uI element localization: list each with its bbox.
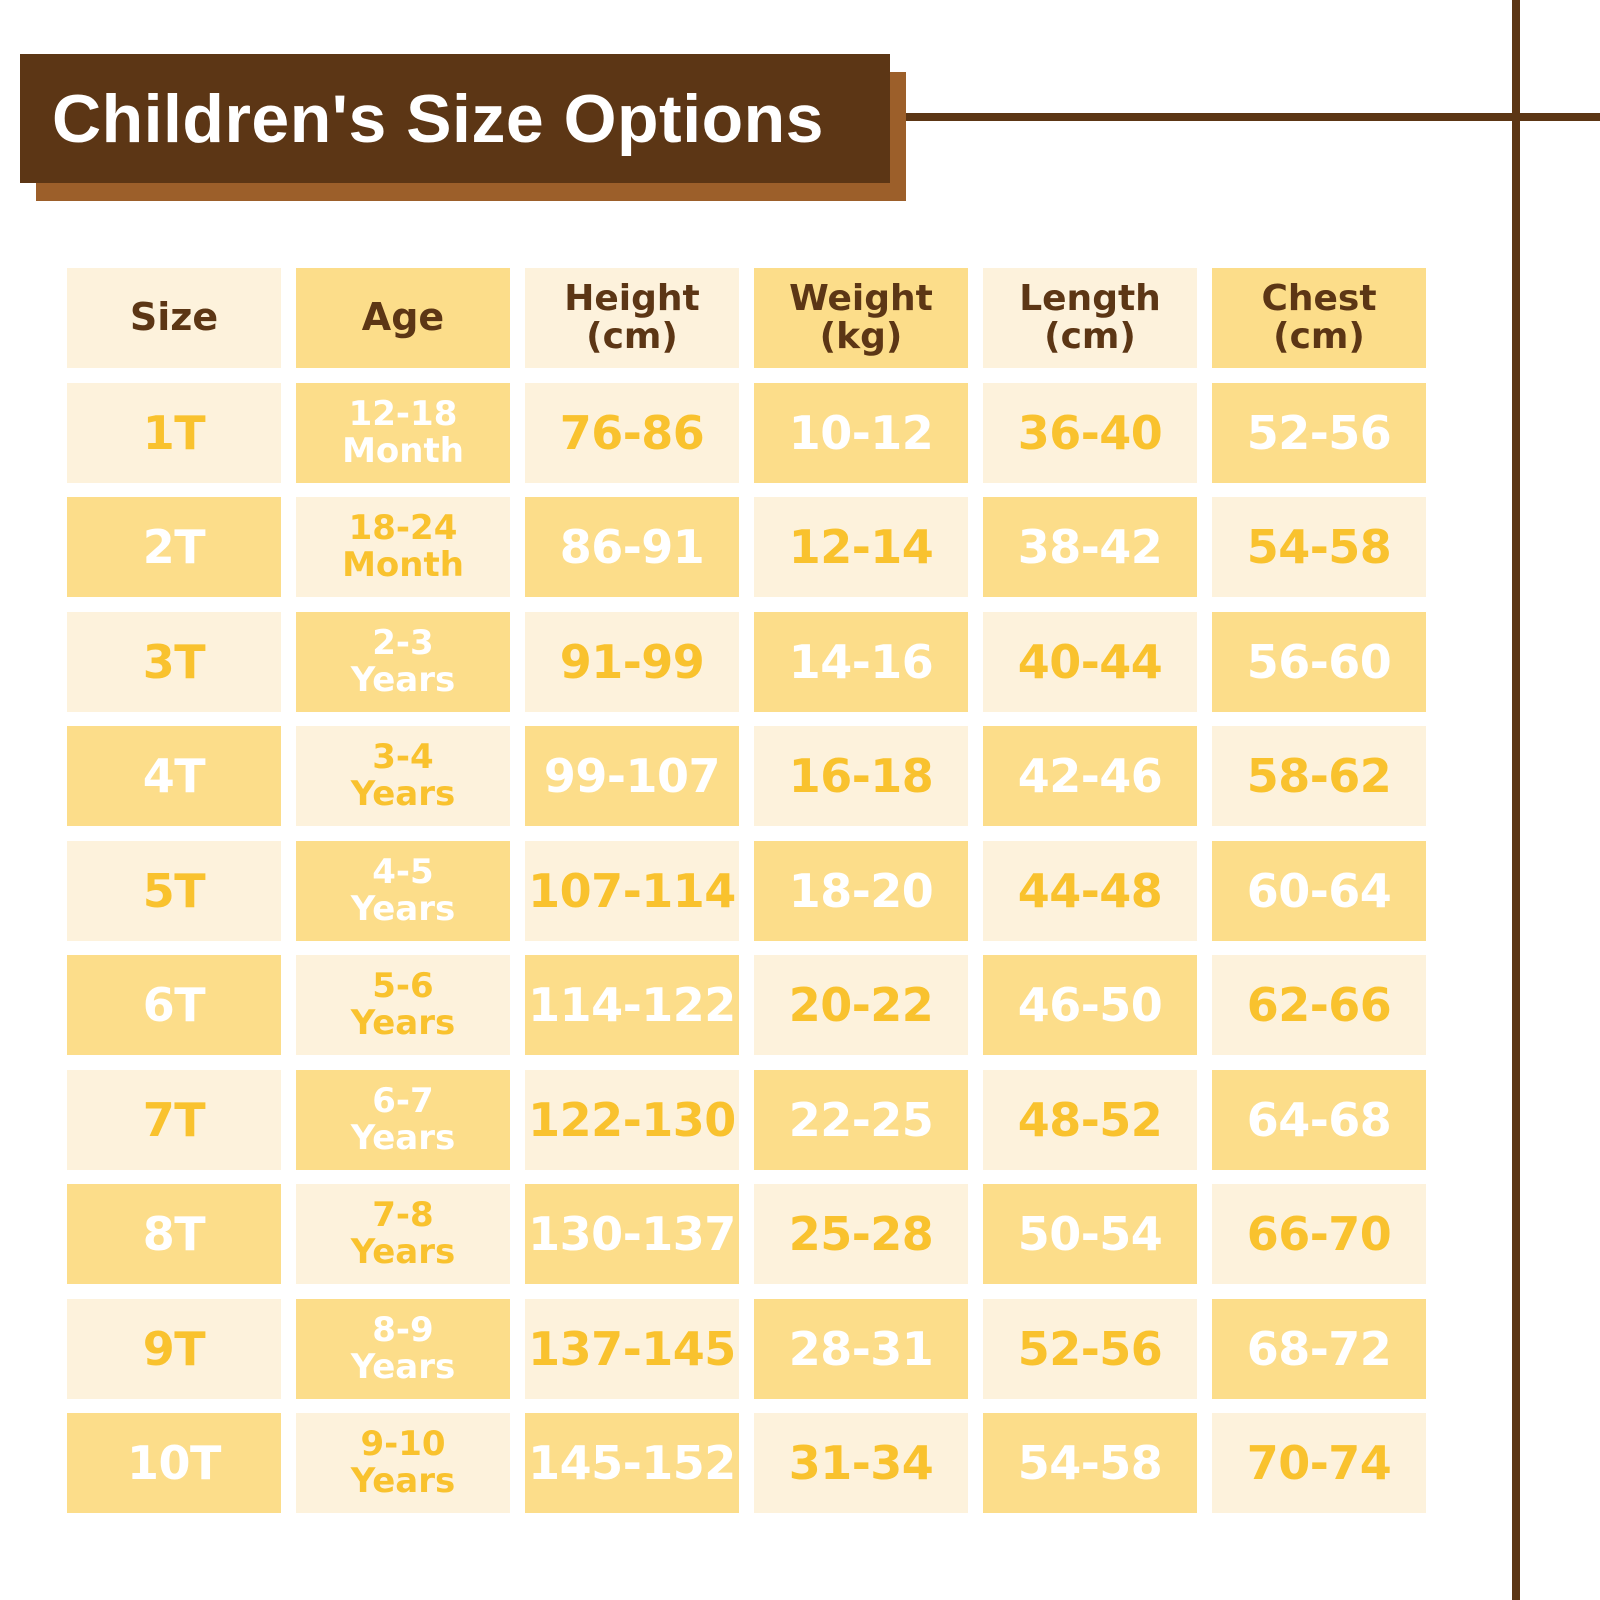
cell-size: 2T: [67, 497, 281, 597]
cell-length: 42-46: [983, 726, 1197, 826]
cell-weight: 10-12: [754, 382, 968, 483]
cell-size: 7T: [67, 1069, 281, 1170]
cell-length: 54-58: [983, 1413, 1197, 1513]
cell-length: 46-50: [983, 955, 1197, 1055]
cell-size: 3T: [67, 611, 281, 712]
cell-length: 36-40: [983, 382, 1197, 483]
cell-age: 9-10 Years: [296, 1413, 510, 1513]
cell-height: 107-114: [525, 840, 739, 941]
cell-weight: 12-14: [754, 497, 968, 597]
cell-weight: 16-18: [754, 726, 968, 826]
cell-weight: 20-22: [754, 955, 968, 1055]
cell-size: 1T: [67, 382, 281, 483]
cell-weight: 31-34: [754, 1413, 968, 1513]
cell-chest: 60-64: [1212, 840, 1426, 941]
cell-age: 18-24 Month: [296, 497, 510, 597]
cell-size: 9T: [67, 1298, 281, 1399]
header-chest: Chest (cm): [1212, 268, 1426, 368]
cell-chest: 68-72: [1212, 1298, 1426, 1399]
cell-height: 91-99: [525, 611, 739, 712]
cell-age: 4-5 Years: [296, 840, 510, 941]
cell-age: 8-9 Years: [296, 1298, 510, 1399]
cell-size: 6T: [67, 955, 281, 1055]
cell-height: 130-137: [525, 1184, 739, 1284]
cell-chest: 56-60: [1212, 611, 1426, 712]
cell-size: 4T: [67, 726, 281, 826]
cell-size: 8T: [67, 1184, 281, 1284]
cell-weight: 22-25: [754, 1069, 968, 1170]
header-age: Age: [296, 268, 510, 368]
cell-height: 86-91: [525, 497, 739, 597]
cell-chest: 52-56: [1212, 382, 1426, 483]
decorative-horizontal-line: [906, 113, 1600, 121]
cell-weight: 25-28: [754, 1184, 968, 1284]
cell-age: 3-4 Years: [296, 726, 510, 826]
cell-height: 122-130: [525, 1069, 739, 1170]
size-chart-table: Size Age Height (cm) Weight (kg) Length (cm) Che…: [67, 268, 1426, 1513]
header-size: Size: [67, 268, 281, 368]
cell-chest: 58-62: [1212, 726, 1426, 826]
cell-height: 99-107: [525, 726, 739, 826]
page-title: Children's Size Options: [20, 54, 890, 183]
header-weight: Weight (kg): [754, 268, 968, 368]
cell-chest: 64-68: [1212, 1069, 1426, 1170]
header-length: Length (cm): [983, 268, 1197, 368]
cell-age: 5-6 Years: [296, 955, 510, 1055]
cell-weight: 18-20: [754, 840, 968, 941]
cell-age: 6-7 Years: [296, 1069, 510, 1170]
cell-age: 2-3 Years: [296, 611, 510, 712]
cell-length: 38-42: [983, 497, 1197, 597]
cell-height: 137-145: [525, 1298, 739, 1399]
cell-size: 5T: [67, 840, 281, 941]
cell-length: 44-48: [983, 840, 1197, 941]
header-height: Height (cm): [525, 268, 739, 368]
cell-chest: 66-70: [1212, 1184, 1426, 1284]
cell-age: 12-18 Month: [296, 382, 510, 483]
cell-chest: 62-66: [1212, 955, 1426, 1055]
decorative-vertical-line: [1512, 0, 1520, 1600]
cell-height: 76-86: [525, 382, 739, 483]
cell-height: 114-122: [525, 955, 739, 1055]
cell-length: 50-54: [983, 1184, 1197, 1284]
cell-length: 40-44: [983, 611, 1197, 712]
cell-weight: 28-31: [754, 1298, 968, 1399]
cell-chest: 54-58: [1212, 497, 1426, 597]
cell-age: 7-8 Years: [296, 1184, 510, 1284]
cell-height: 145-152: [525, 1413, 739, 1513]
cell-size: 10T: [67, 1413, 281, 1513]
cell-length: 48-52: [983, 1069, 1197, 1170]
cell-length: 52-56: [983, 1298, 1197, 1399]
cell-chest: 70-74: [1212, 1413, 1426, 1513]
cell-weight: 14-16: [754, 611, 968, 712]
